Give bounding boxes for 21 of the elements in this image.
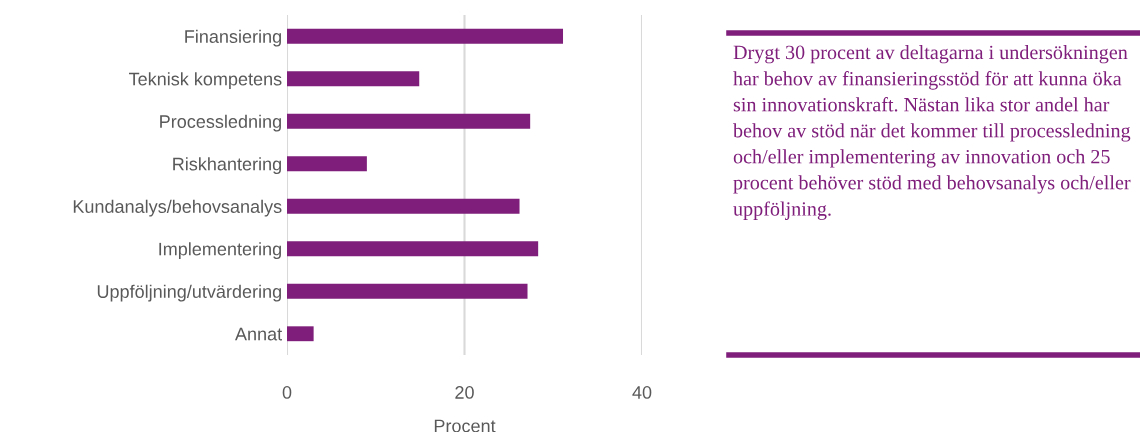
y-tick-label: Implementering bbox=[159, 242, 281, 260]
y-tick-label: Teknisk kompetens bbox=[129, 72, 282, 90]
y-tick-label: Finansiering bbox=[185, 29, 281, 47]
bar bbox=[287, 156, 367, 172]
bar bbox=[287, 198, 520, 214]
bar bbox=[287, 241, 539, 257]
y-tick-label: Uppföljning/utvärdering bbox=[97, 284, 281, 302]
bar bbox=[287, 283, 528, 299]
x-tick-label: 20 bbox=[455, 386, 474, 399]
x-axis-title: Procent bbox=[434, 419, 496, 432]
text: Drygt 30 procent av deltagarna i undersökningen har behov av finansieringsstöd för att kunna öka sin innovationskraft. Nästan lika stor andel har behov av stöd när det kommer till processledning och/eller implementering av innovation och 25 procent behöver stöd med behovsanalys och/eller uppföljning. bbox=[733, 45, 1131, 220]
bar bbox=[287, 28, 564, 44]
x-tick-label: 0 bbox=[282, 386, 292, 399]
bar bbox=[287, 71, 420, 87]
y-tick-label: Processledning bbox=[160, 114, 281, 132]
bar bbox=[287, 113, 531, 129]
y-tick-label: Riskhantering bbox=[173, 157, 281, 175]
y-tick-label: Annat bbox=[234, 327, 283, 341]
bar bbox=[287, 326, 314, 342]
x-tick-label: 40 bbox=[632, 386, 652, 399]
y-tick-label: Kundanalys/behovsanalys bbox=[73, 199, 282, 217]
